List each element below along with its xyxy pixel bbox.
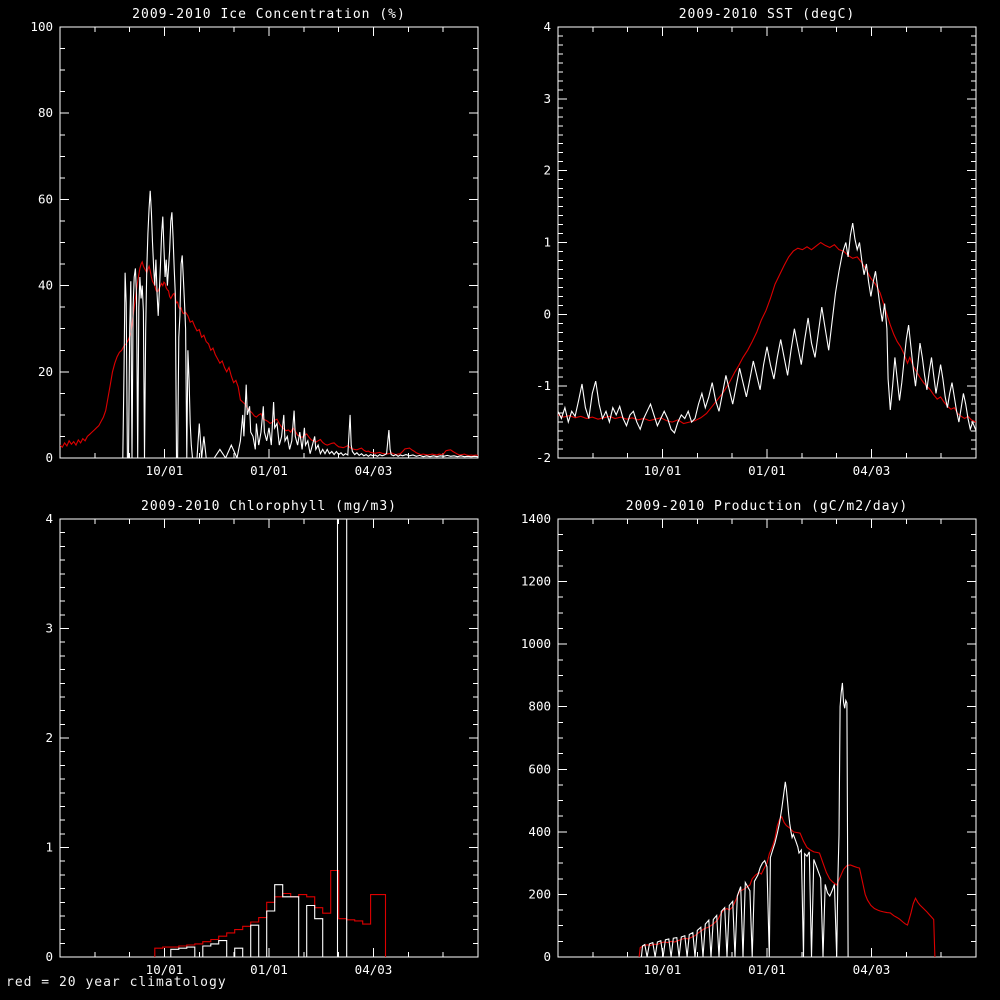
- y-tick-label: 40: [38, 278, 53, 293]
- y-tick-label: 0: [45, 450, 53, 465]
- tick-labels-chlorophyll: 0 1 2 3 4 10/01 01/01 04/03: [45, 511, 392, 977]
- legend-caption: red = 20 year climatology: [6, 975, 227, 990]
- y-tick-label: 2: [543, 163, 551, 178]
- plot-frame: [557, 26, 977, 459]
- y-tick-label: -1: [536, 378, 551, 393]
- series-climatology-production: [638, 815, 936, 957]
- series-observed-production: [640, 682, 849, 957]
- y-tick-label: 4: [543, 19, 551, 34]
- y-tick-label: 3: [45, 621, 53, 636]
- series-observed-sst: [558, 222, 976, 434]
- x-tick-label: 10/01: [644, 463, 682, 478]
- x-tick-label: 10/01: [644, 962, 682, 977]
- x-tick-label: 01/01: [250, 962, 288, 977]
- x-tick-label: 10/01: [146, 962, 184, 977]
- chart-ice-concentration: 0 20 40 60 80 100 10/01 01/01 04/03 2009-2010 Ice…: [30, 7, 479, 478]
- y-tick-label: 400: [528, 824, 551, 839]
- tick-labels-ice-concentration: 0 20 40 60 80 100 10/01 01/01 04/03: [30, 19, 392, 478]
- x-tick-label: 04/03: [355, 962, 393, 977]
- y-tick-label: -2: [536, 450, 551, 465]
- chart-title: 2009-2010 SST (degC): [679, 7, 856, 22]
- y-tick-label: 2: [45, 730, 53, 745]
- y-tick-label: 1200: [521, 574, 551, 589]
- tick-labels-production: 0 200 400 600 800 1000 1200 1400 10/01 01/01 04/03: [521, 511, 890, 977]
- axes-production: [557, 518, 977, 958]
- x-tick-label: 04/03: [355, 463, 393, 478]
- plot-frame: [59, 518, 479, 958]
- series-observed-chlorophyll: [162, 519, 355, 957]
- plot-frame: [557, 518, 977, 958]
- y-tick-label: 800: [528, 699, 551, 714]
- y-tick-label: 3: [543, 91, 551, 106]
- x-tick-label: 04/03: [853, 962, 891, 977]
- chart-title: 2009-2010 Production (gC/m2/day): [626, 499, 908, 514]
- x-tick-label: 10/01: [146, 463, 184, 478]
- x-tick-label: 01/01: [250, 463, 288, 478]
- chart-title: 2009-2010 Chlorophyll (mg/m3): [141, 499, 397, 514]
- x-tick-label: 01/01: [748, 962, 786, 977]
- axes-ice-concentration: [59, 26, 479, 459]
- y-tick-label: 60: [38, 191, 53, 206]
- series-climatology-sst: [558, 241, 976, 425]
- y-tick-label: 0: [543, 949, 551, 964]
- chart-sst: -2 -1 0 1 2 3 4 10/01 01/01 04/03 2009-2010 SST (d…: [536, 7, 977, 478]
- chart-chlorophyll: 0 1 2 3 4 10/01 01/01 04/03 2009-2010 Chlorophyl…: [45, 499, 479, 977]
- plot-frame: [59, 26, 479, 459]
- axes-sst: [557, 26, 977, 459]
- y-tick-label: 0: [45, 949, 53, 964]
- axes-chlorophyll: [59, 518, 479, 958]
- y-tick-label: 80: [38, 105, 53, 120]
- y-tick-label: 4: [45, 511, 53, 526]
- y-tick-label: 100: [30, 19, 53, 34]
- y-tick-label: 0: [543, 306, 551, 321]
- x-tick-label: 04/03: [853, 463, 891, 478]
- tick-labels-sst: -2 -1 0 1 2 3 4 10/01 01/01 04/03: [536, 19, 890, 478]
- series-climatology-chlorophyll: [154, 869, 387, 957]
- y-tick-label: 600: [528, 761, 551, 776]
- x-tick-label: 01/01: [748, 463, 786, 478]
- y-tick-label: 200: [528, 886, 551, 901]
- y-tick-label: 20: [38, 364, 53, 379]
- chart-production: 0 200 400 600 800 1000 1200 1400 10/01 01/01 04/03…: [521, 499, 977, 977]
- y-tick-label: 1: [45, 840, 53, 855]
- y-tick-label: 1000: [521, 636, 551, 651]
- series-observed-ice-concentration: [60, 190, 478, 458]
- y-tick-label: 1400: [521, 511, 551, 526]
- chart-title: 2009-2010 Ice Concentration (%): [132, 7, 406, 22]
- series-climatology-ice-concentration: [60, 260, 478, 456]
- y-tick-label: 1: [543, 235, 551, 250]
